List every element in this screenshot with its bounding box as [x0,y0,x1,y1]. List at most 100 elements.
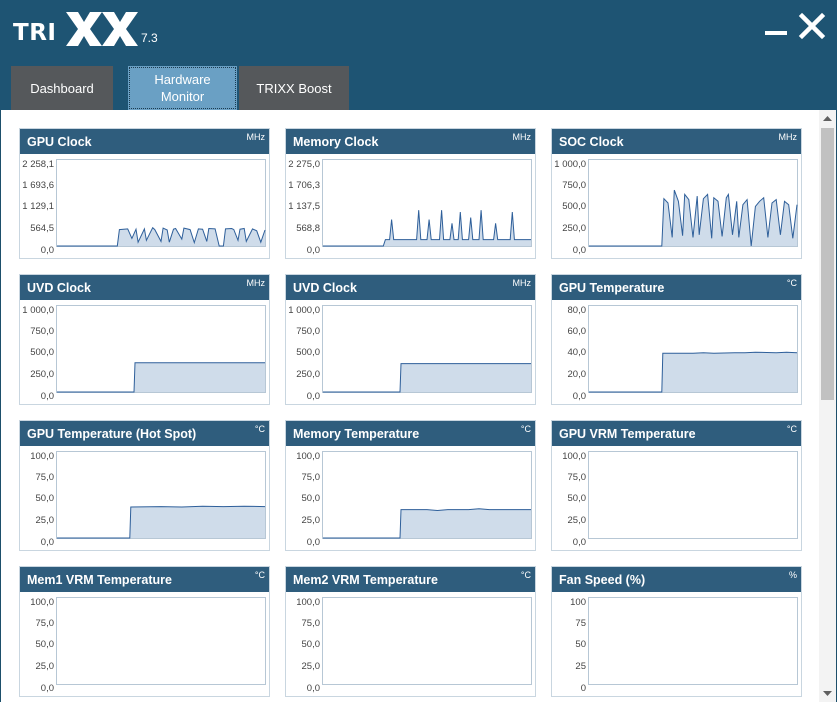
chart-area-fill [57,506,265,538]
chart-frame [588,597,798,685]
tab-label: TRIXX Boost [256,80,332,96]
tab-hardware-monitor[interactable]: Hardware Monitor [128,66,237,110]
monitor-title: UVD Clock [27,281,91,295]
chart-area-fill [323,363,531,392]
y-tick-label: 25,0 [301,661,321,672]
monitor-unit: °C [254,424,265,434]
y-tick-label: 100,0 [296,597,320,608]
chart-frame [322,159,532,247]
scroll-up-arrow-icon[interactable] [819,110,836,127]
minimize-icon[interactable] [762,12,790,40]
y-tick-label: 25,0 [567,515,587,526]
monitor-title: Fan Speed (%) [559,573,646,587]
monitor-card: GPU Clock MHz 2 258,1 1 693,6 1 129,1 564,5 0,… [19,128,270,259]
monitor-card: Fan Speed (%)% 100 75 50 25 0 [551,566,802,697]
monitor-card-header: Memory Clock MHz [286,129,535,154]
y-tick-label: 75,0 [301,618,321,629]
monitor-chart [56,305,266,393]
monitor-card: GPU Temperature (Hot Spot) °C 100,0 75,0 50,… [19,420,270,551]
monitor-title: GPU Clock [27,135,92,149]
y-tick-label: 0,0 [306,683,320,694]
vertical-scrollbar[interactable] [819,110,836,702]
monitor-chart [322,451,532,539]
monitor-title: Memory Temperature [293,427,420,441]
monitor-title: Mem2 VRM Temperature [293,573,438,587]
y-tick-label: 50,0 [35,493,55,504]
y-tick-label: 50 [575,639,586,650]
y-tick-label: 1 000,0 [554,159,586,170]
monitor-card: GPU Temperature °C 80,0 60,0 40,0 20,0 0,0 [551,274,802,405]
scroll-thumb[interactable] [821,128,834,400]
monitor-card-header: Mem1 VRM Temperature °C [20,567,269,592]
monitor-card-header: UVD Clock MHz [20,275,269,300]
chart-frame [56,597,266,685]
y-tick-label: 75,0 [567,472,587,483]
y-tick-label: 250,0 [296,369,320,380]
monitor-title: GPU Temperature [559,281,665,295]
monitor-title: GPU Temperature (Hot Spot) [27,427,197,441]
y-tick-label: 75 [575,618,586,629]
chart-area-fill [323,508,531,538]
y-tick-label: 750,0 [30,326,54,337]
y-tick-label: 20,0 [567,369,587,380]
monitor-card: SOC Clock MHz 1 000,0 750,0 500,0 250,0 0,0 [551,128,802,259]
scroll-down-arrow-icon[interactable] [819,685,836,702]
monitor-card-header: Memory Temperature °C [286,421,535,446]
chart-series-line [589,351,798,393]
monitor-title: UVD Clock [293,281,357,295]
monitor-chart [56,597,266,685]
monitor-card-header: SOC Clock MHz [552,129,801,154]
version-label: 7.3 [141,31,158,45]
chart-series-line [323,363,531,393]
chart-area-fill [57,362,265,392]
hardware-monitor-panel: GPU Clock MHz 2 258,1 1 693,6 1 129,1 564,5 0,… [1,110,836,702]
chart-series-line [57,226,266,247]
y-tick-label: 25,0 [35,515,55,526]
monitor-unit: MHz [246,132,266,142]
monitor-card: Mem2 VRM Temperature °C 100,0 75,0 50,0 25,0 0… [285,566,536,697]
y-tick-label: 0,0 [572,245,586,256]
y-tick-label: 500,0 [30,347,54,358]
monitor-unit: °C [254,570,265,580]
monitor-chart [56,451,266,539]
y-tick-label: 0,0 [40,537,54,548]
y-tick-label: 1 000,0 [22,305,54,316]
monitor-unit: °C [786,278,797,288]
monitor-card-header: GPU Temperature (Hot Spot) °C [20,421,269,446]
y-tick-label: 25,0 [301,515,321,526]
y-tick-label: 564,5 [30,223,54,234]
y-tick-label: 1 706,3 [288,180,320,191]
chart-area-fill [589,352,797,392]
y-tick-label: 0,0 [40,245,54,256]
y-tick-label: 60,0 [567,326,587,337]
y-tick-label: 1 000,0 [288,305,320,316]
y-tick-label: 0,0 [306,391,320,402]
y-tick-label: 2 275,0 [288,159,320,170]
y-tick-label: 100 [570,597,586,608]
chart-series-line [57,362,265,393]
monitor-card: Memory Temperature °C 100,0 75,0 50,0 25,0 0,0 [285,420,536,551]
monitor-unit: °C [786,424,797,434]
tab-label: Dashboard [30,80,94,96]
y-tick-label: 568,8 [296,223,320,234]
y-tick-label: 40,0 [567,347,587,358]
tab-dashboard[interactable]: Dashboard [11,66,113,110]
monitor-card-header: GPU VRM Temperature °C [552,421,801,446]
y-tick-label: 25 [575,661,586,672]
chart-area-fill [589,190,797,246]
y-tick-label: 1 693,6 [22,180,54,191]
y-tick-label: 500,0 [296,347,320,358]
close-icon[interactable] [798,12,826,40]
monitor-chart [588,451,798,539]
y-tick-label: 50,0 [567,493,587,504]
y-tick-label: 75,0 [35,472,55,483]
monitor-title: SOC Clock [559,135,624,149]
y-tick-label: 0,0 [40,683,54,694]
y-tick-label: 50,0 [301,493,321,504]
y-tick-label: 750,0 [296,326,320,337]
monitor-card: UVD Clock MHz 1 000,0 750,0 500,0 250,0 0,0 [285,274,536,405]
tab-trixx-boost[interactable]: TRIXX Boost [239,66,349,110]
monitor-unit: MHz [246,278,266,288]
y-tick-label: 25,0 [35,661,55,672]
title-bar: TRI 7.3 Dashboard Hardware Monitor TRIXX… [0,0,837,110]
